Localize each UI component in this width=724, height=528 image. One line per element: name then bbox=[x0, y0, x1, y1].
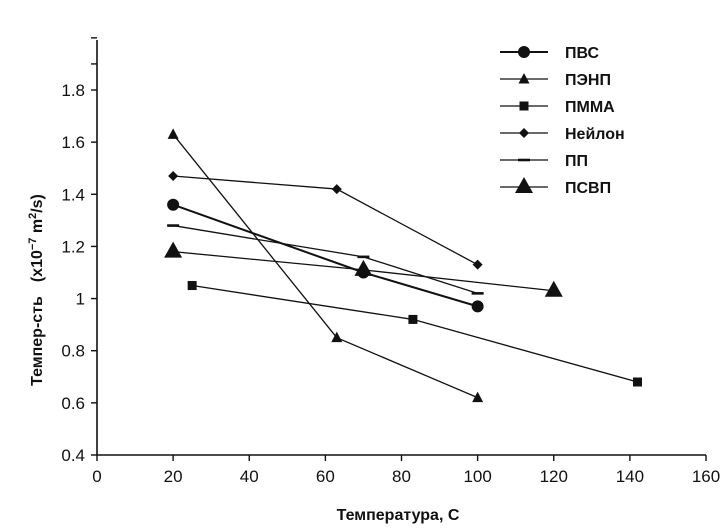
axes: 0 20 40 60 80 100 120 140 160 0.4 0.6 0.8 1 1.2 1.4 1.6… bbox=[61, 37, 720, 486]
series-line bbox=[192, 284, 638, 383]
x-tick-label: 40 bbox=[240, 467, 259, 486]
x-axis-title: Температура, C bbox=[337, 507, 460, 524]
legend-label: ПП bbox=[565, 153, 588, 170]
legend-item: ПММА bbox=[500, 99, 615, 116]
x-tick-label: 20 bbox=[164, 467, 183, 486]
y-tick-label: 0.8 bbox=[61, 342, 85, 361]
legend-label: ПММА bbox=[565, 99, 615, 116]
y-tick-label: 1.8 bbox=[61, 81, 85, 100]
data-point bbox=[331, 331, 343, 343]
legend-item: ПЭНП bbox=[500, 72, 611, 89]
x-tick-label: 80 bbox=[392, 467, 411, 486]
data-point bbox=[354, 259, 373, 276]
legend-marker bbox=[519, 101, 529, 111]
data-point bbox=[408, 314, 418, 324]
x-tick-label: 0 bbox=[92, 467, 101, 486]
data-point bbox=[167, 198, 180, 211]
data-point bbox=[471, 300, 484, 313]
series-2 bbox=[167, 128, 484, 403]
data-point bbox=[544, 280, 563, 297]
series-3 bbox=[187, 281, 642, 387]
legend-label: ПВС bbox=[565, 45, 599, 62]
legend: ПВС ПЭНП ПММА Нейлон ПП ПСВП bbox=[500, 45, 625, 197]
data-point bbox=[167, 128, 179, 139]
x-tick-label: 120 bbox=[540, 467, 568, 486]
y-tick-label: 1 bbox=[76, 290, 85, 309]
legend-marker bbox=[515, 177, 533, 193]
legend-item: ПСВП bbox=[500, 177, 611, 197]
x-tick-label: 60 bbox=[316, 467, 335, 486]
data-point bbox=[632, 377, 642, 387]
x-tick-label: 100 bbox=[463, 467, 491, 486]
x-tick-label: 160 bbox=[692, 467, 720, 486]
legend-item: ПП bbox=[500, 153, 588, 170]
legend-label: Нейлон bbox=[565, 126, 625, 143]
legend-marker bbox=[519, 128, 529, 138]
data-point bbox=[164, 241, 183, 258]
y-tick-label: 1.4 bbox=[61, 185, 85, 204]
legend-item: Нейлон bbox=[500, 126, 625, 143]
data-point bbox=[168, 171, 179, 182]
legend-label: ПСВП bbox=[565, 180, 611, 197]
y-axis-unit: (x10−7 m2/s) bbox=[27, 194, 46, 282]
legend-marker bbox=[518, 46, 530, 58]
y-tick-label: 1.2 bbox=[61, 237, 85, 256]
y-axis-title: Темпер-сть (x10−7 m2/s) bbox=[27, 194, 46, 386]
series-5 bbox=[167, 224, 484, 295]
y-axis-title-main: Темпер-сть bbox=[29, 296, 46, 386]
data-point bbox=[187, 281, 197, 291]
legend-item: ПВС bbox=[500, 45, 599, 62]
y-tick-label: 0.4 bbox=[61, 446, 85, 465]
series-layer bbox=[164, 128, 642, 403]
series-6 bbox=[164, 241, 563, 297]
x-tick-label: 140 bbox=[616, 467, 644, 486]
data-point bbox=[472, 259, 483, 270]
data-point bbox=[331, 184, 342, 195]
data-point bbox=[472, 391, 484, 403]
legend-label: ПЭНП bbox=[565, 72, 611, 89]
series-4 bbox=[168, 171, 483, 270]
y-tick-label: 1.6 bbox=[61, 133, 85, 152]
y-tick-label: 0.6 bbox=[61, 394, 85, 413]
legend-marker bbox=[518, 73, 530, 84]
